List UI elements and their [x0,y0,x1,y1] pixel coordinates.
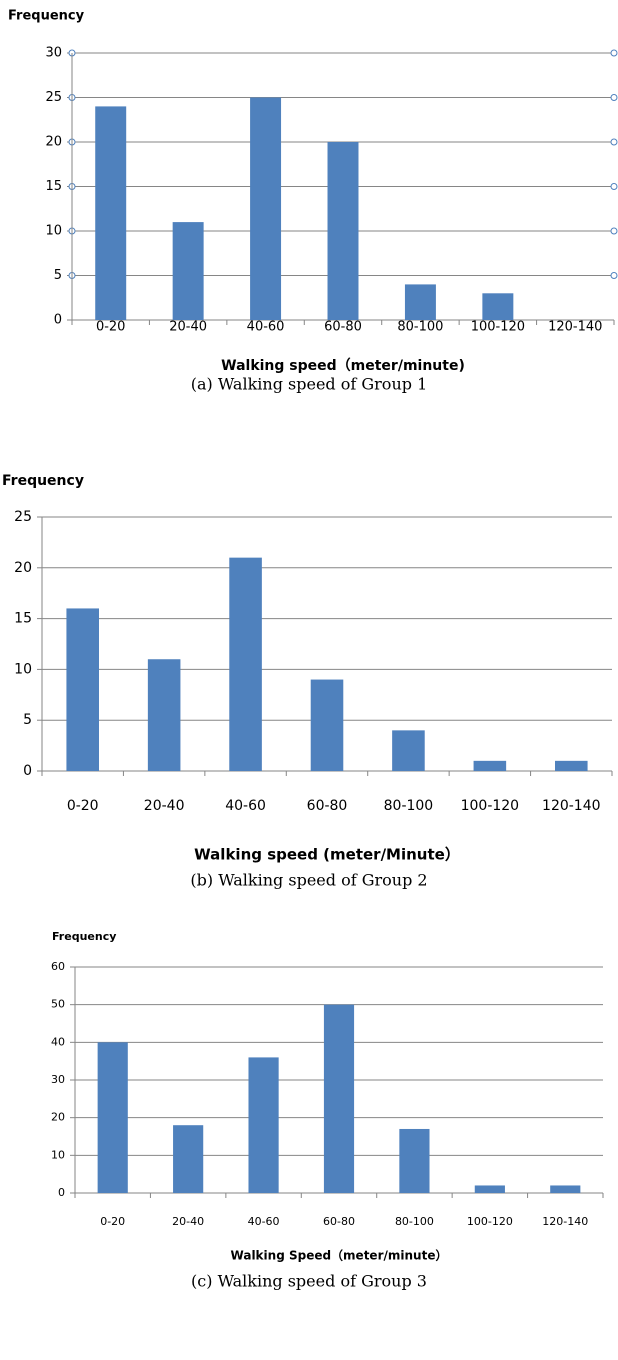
x-axis-label: Walking speed（meter/minute) [221,358,465,374]
y-tick-label: 60 [51,960,65,973]
bar [327,142,359,320]
y-tick-label: 5 [54,268,62,283]
bar [95,106,127,321]
bar [555,760,588,771]
y-tick-label: 30 [51,1073,65,1086]
y-axis-label: Frequency [8,9,85,24]
y-tick-label: 10 [45,224,62,239]
x-tick-label: 80-100 [395,1215,434,1228]
y-tick-label: 20 [51,1111,65,1124]
grid-end [610,183,618,190]
y-tick-label: 0 [54,313,62,328]
y-tick-label: 5 [23,712,32,728]
y-tick-label: 25 [45,90,62,105]
caption: (c) Walking speed of Group 3 [191,1272,427,1291]
caption: (a) Walking speed of Group 1 [191,375,428,394]
bar [399,1128,430,1193]
y-tick-label: 20 [14,560,32,576]
grid-end [610,94,618,101]
bar [250,97,282,320]
x-tick-label: 80-100 [384,798,434,814]
x-tick-label: 0-20 [96,320,126,335]
x-axis-label: Walking speed (meter/Minute） [194,846,460,864]
x-tick-label: 100-120 [461,798,520,814]
bar [229,557,262,771]
y-tick-label: 10 [14,661,32,677]
y-tick-label: 40 [51,1035,65,1048]
grid-end [610,138,618,146]
x-tick-label: 40-60 [225,798,266,814]
x-tick-label: 0-20 [67,798,99,814]
bar [473,760,507,771]
x-tick-label: 120-140 [548,320,602,335]
bar [172,222,204,320]
y-tick-label: 10 [51,1148,65,1161]
bar [323,1004,355,1193]
x-tick-label: 60-80 [324,320,362,335]
y-tick-label: 30 [45,46,62,61]
bar [392,730,425,771]
bar [147,659,181,771]
bar [404,284,436,320]
y-tick-label: 15 [14,611,32,627]
y-tick-label: 20 [45,135,62,150]
y-tick-label: 0 [23,763,32,779]
bar [66,608,99,771]
x-tick-label: 120-140 [542,1215,588,1228]
bar [310,679,344,771]
x-tick-label: 100-120 [471,320,525,335]
y-tick-label: 0 [58,1186,65,1199]
y-tick-label: 25 [14,509,32,525]
x-tick-label: 60-80 [323,1215,355,1228]
caption: (b) Walking speed of Group 2 [190,871,427,890]
x-tick-label: 100-120 [467,1215,513,1228]
bar [173,1125,204,1193]
y-tick-label: 15 [45,179,62,194]
y-axis-label: Frequency [52,930,116,943]
x-tick-label: 40-60 [247,320,285,335]
x-axis-label: Walking Speed（meter/minute） [231,1248,448,1263]
bar [550,1185,581,1193]
x-tick-label: 20-40 [144,798,185,814]
y-axis-label: Frequency [2,473,84,489]
x-tick-label: 80-100 [397,320,443,335]
bar [97,1042,128,1193]
bar [482,293,514,320]
bar [474,1185,505,1193]
grid-end [610,272,618,279]
x-tick-label: 20-40 [169,320,207,335]
x-tick-label: 40-60 [248,1215,280,1228]
x-tick-label: 60-80 [307,798,348,814]
y-tick-label: 50 [51,998,65,1011]
x-tick-label: 120-140 [542,798,601,814]
grid-end [610,227,618,235]
grid-end [610,49,618,57]
x-tick-label: 20-40 [172,1215,204,1228]
bar [248,1057,279,1193]
x-tick-label: 0-20 [100,1215,125,1228]
